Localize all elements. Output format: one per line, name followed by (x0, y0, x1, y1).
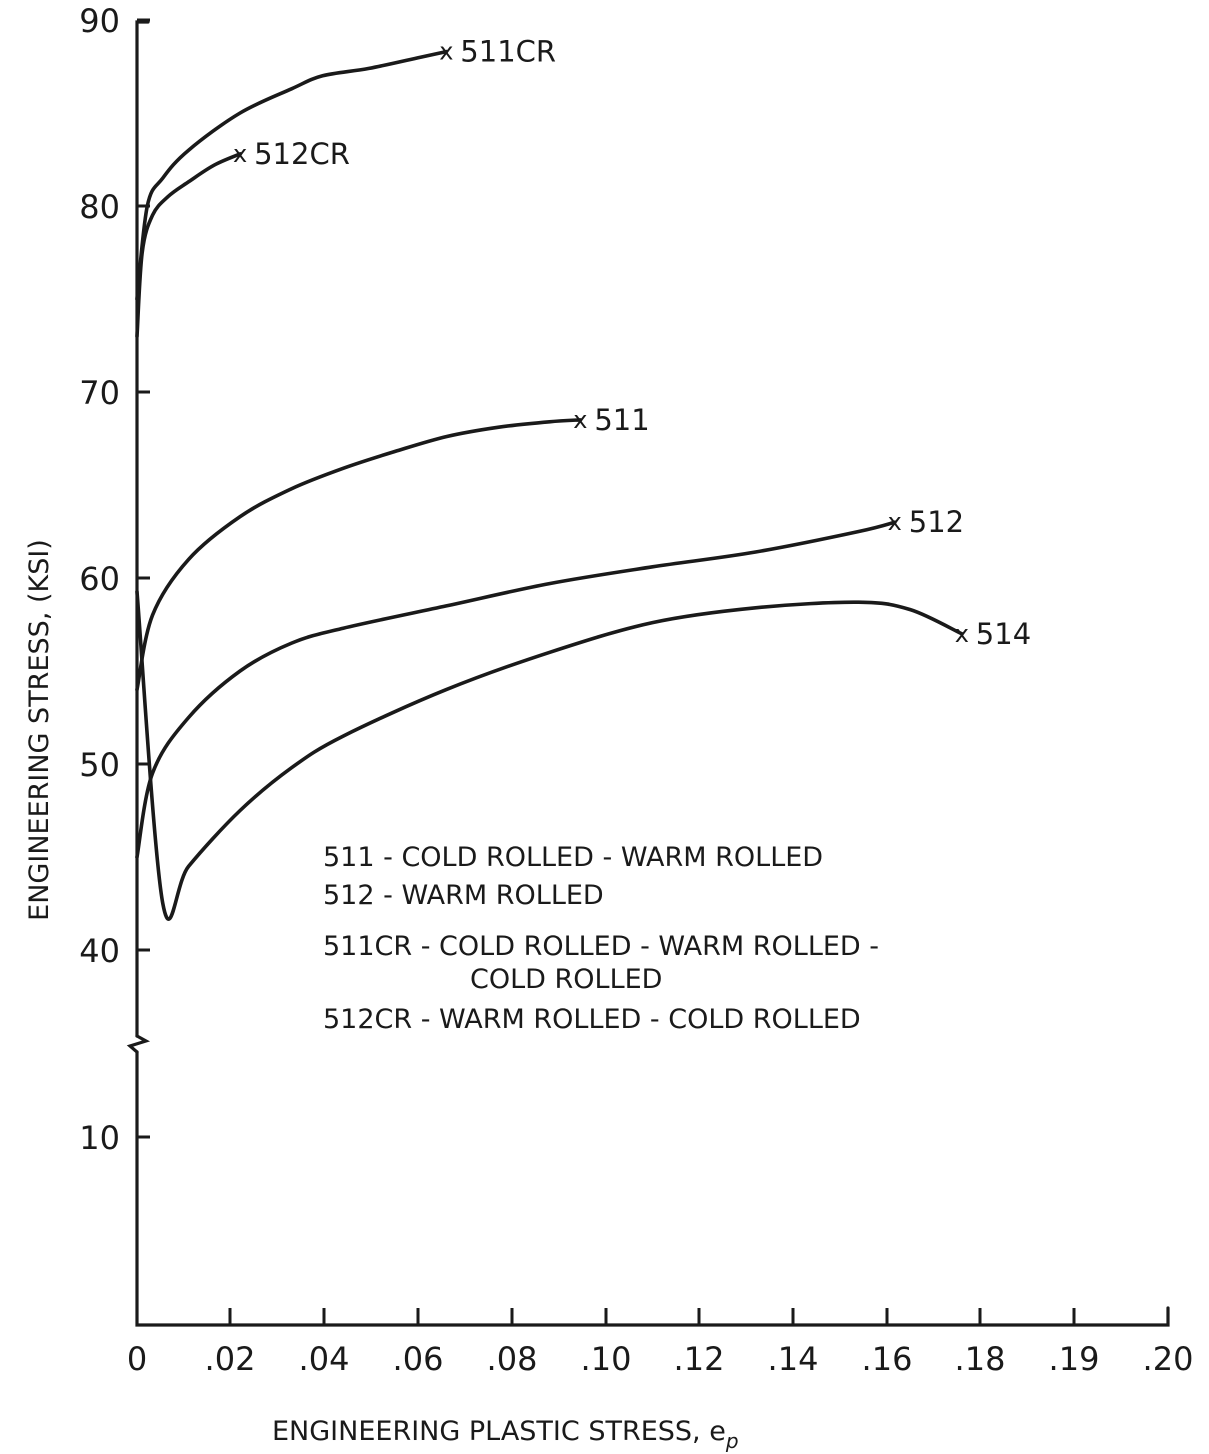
x-tick-label: .19 (1049, 1340, 1100, 1378)
legend-item-511: 511 - COLD ROLLED - WARM ROLLED (323, 842, 823, 873)
y-axis-title: ENGINEERING STRESS, (KSI) (24, 539, 55, 921)
y-axis-upper (135, 20, 150, 1038)
y-tick-label: 90 (79, 2, 120, 40)
series-label-514: 514 (976, 617, 1031, 651)
y-tick-label: 70 (79, 374, 120, 412)
series-label-511cr: 511CR (460, 35, 556, 69)
series-end-marker-512: x (888, 508, 902, 536)
y-ticks: 10 40 50 60 70 80 90 (79, 2, 150, 1157)
legend-item-512: 512 - WARM ROLLED (323, 880, 604, 911)
series-line-512 (135, 520, 897, 859)
x-tick-label: .18 (955, 1340, 1006, 1378)
x-tick-label: .02 (205, 1340, 256, 1378)
x-ticks: 0 .02 .04 .06 .08 .10 .12 .14 .16 .18 .19 .20 (127, 1308, 1194, 1378)
series-label-512cr: 512CR (254, 137, 350, 171)
series-line-511cr (135, 49, 449, 301)
series-line-512cr (135, 152, 242, 338)
legend-item-512cr: 512CR - WARM ROLLED - COLD ROLLED (323, 1004, 861, 1035)
x-axis-title-main: ENGINEERING PLASTIC STRESS, e (272, 1416, 726, 1447)
series-end-marker-512cr: x (233, 140, 247, 168)
y-axis-break (126, 1034, 151, 1054)
y-tick-label: 40 (79, 932, 120, 970)
x-tick-label: .10 (581, 1340, 632, 1378)
x-tick-label: .20 (1143, 1340, 1194, 1378)
x-axis (135, 1050, 1170, 1327)
y-tick-label: 10 (79, 1119, 120, 1157)
series-line-511 (135, 418, 583, 692)
series-label-511: 511 (594, 403, 649, 437)
series-end-marker-511cr: x (439, 38, 453, 66)
legend: 511 - COLD ROLLED - WARM ROLLED 512 - WA… (323, 842, 879, 1035)
legend-item-511cr-continued: COLD ROLLED (470, 964, 662, 995)
x-tick-label: .16 (862, 1340, 913, 1378)
x-axis-title-subscript: p (725, 1429, 739, 1453)
series-line-514 (135, 590, 964, 921)
series-label-512: 512 (909, 505, 964, 539)
series-end-marker-511: x (573, 406, 587, 434)
x-tick-label: .08 (487, 1340, 538, 1378)
y-tick-label: 50 (79, 746, 120, 784)
x-tick-label: .12 (674, 1340, 725, 1378)
legend-item-511cr: 511CR - COLD ROLLED - WARM ROLLED - (323, 931, 879, 962)
x-tick-label: 0 (127, 1340, 147, 1378)
x-tick-label: .14 (768, 1340, 819, 1378)
x-axis-title: ENGINEERING PLASTIC STRESS, ep (272, 1416, 739, 1453)
series-end-marker-514: x (955, 620, 969, 648)
y-tick-label: 80 (79, 188, 120, 226)
y-tick-label: 60 (79, 560, 120, 598)
x-tick-label: .04 (299, 1340, 350, 1378)
x-tick-label: .06 (393, 1340, 444, 1378)
